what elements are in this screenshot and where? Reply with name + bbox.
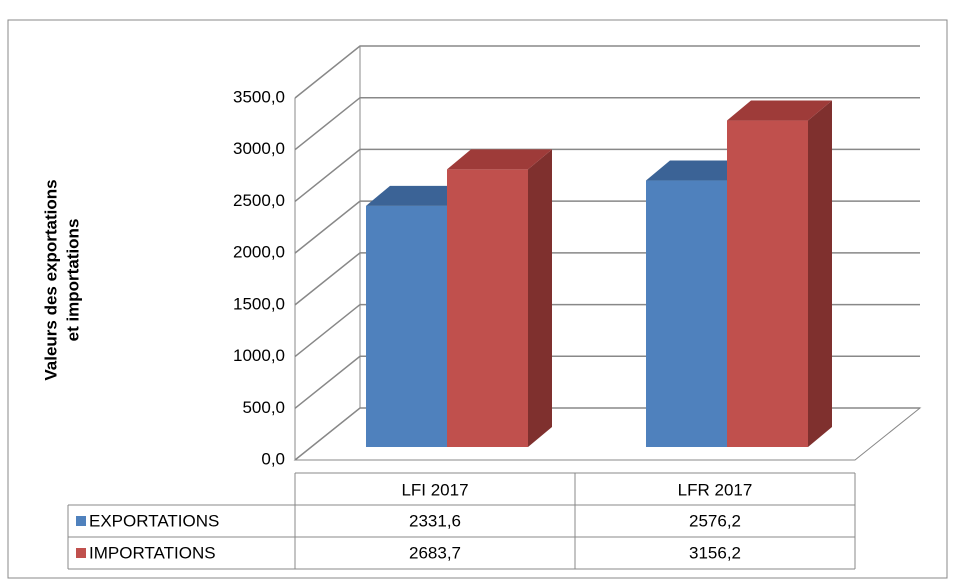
grid-line bbox=[294, 96, 920, 151]
bar-top bbox=[727, 100, 832, 121]
table-value: 2683,7 bbox=[409, 543, 461, 562]
bar bbox=[366, 205, 447, 447]
bar-top bbox=[366, 185, 471, 206]
y-tick-label: 3500,0 bbox=[233, 87, 285, 106]
bar-top bbox=[646, 160, 751, 181]
y-tick-label: 1000,0 bbox=[233, 346, 285, 365]
legend-key bbox=[76, 516, 86, 526]
y-tick-label: 1500,0 bbox=[233, 294, 285, 313]
y-axis-title: Valeurs des exportations et importations bbox=[41, 179, 82, 380]
x-tick-label: LFR 2017 bbox=[678, 480, 753, 499]
y-axis-title-line: Valeurs des exportations bbox=[41, 179, 60, 380]
bar-side bbox=[528, 149, 552, 447]
bar-top bbox=[447, 149, 552, 170]
bar-side bbox=[808, 100, 832, 447]
table-value: 3156,2 bbox=[689, 543, 741, 562]
y-tick-label: 3000,0 bbox=[233, 139, 285, 158]
grid-line bbox=[294, 45, 920, 99]
y-axis-title-line: et importations bbox=[63, 219, 82, 342]
x-tick-label: LFI 2017 bbox=[401, 480, 468, 499]
table-value: 2331,6 bbox=[409, 511, 461, 530]
legend-label: IMPORTATIONS bbox=[89, 543, 216, 562]
y-tick-label: 500,0 bbox=[242, 398, 285, 417]
y-tick-label: 0,0 bbox=[261, 449, 285, 468]
y-tick-label: 2000,0 bbox=[233, 243, 285, 262]
table-value: 2576,2 bbox=[689, 511, 741, 530]
bar bbox=[727, 120, 808, 447]
legend-key bbox=[76, 548, 86, 558]
bar bbox=[447, 169, 528, 447]
legend-label: EXPORTATIONS bbox=[89, 511, 219, 530]
y-tick-label: 2500,0 bbox=[233, 191, 285, 210]
bar bbox=[646, 180, 727, 448]
